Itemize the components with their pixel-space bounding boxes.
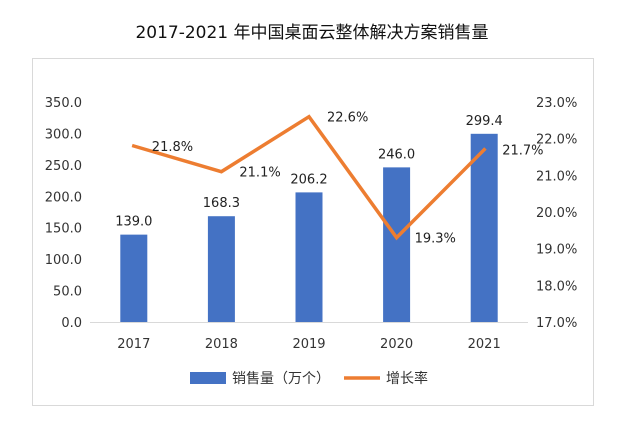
- bar: [207, 216, 235, 322]
- line-data-label: 21.8%: [152, 140, 193, 155]
- y-left-tick-label: 200.0: [45, 190, 82, 205]
- legend-bar-label: 销售量（万个）: [232, 371, 330, 387]
- bar-data-label: 299.4: [466, 114, 503, 129]
- bar: [120, 234, 148, 322]
- x-tick-label: 2018: [205, 337, 238, 352]
- x-tick-label: 2021: [468, 337, 501, 352]
- bar: [470, 133, 498, 322]
- bar: [295, 192, 323, 322]
- x-tick-label: 2019: [292, 337, 325, 352]
- line-data-label: 21.1%: [239, 166, 280, 181]
- y-left-tick-label: 250.0: [45, 159, 82, 174]
- bar-data-label: 206.2: [290, 172, 327, 187]
- y-left-tick-label: 350.0: [45, 96, 82, 111]
- y-left-tick-label: 0.0: [61, 316, 82, 331]
- legend-bar-swatch: [190, 372, 226, 384]
- y-right-tick-label: 20.0%: [536, 206, 577, 221]
- line-data-label: 22.6%: [327, 111, 368, 126]
- growth-rate-line: [131, 114, 487, 241]
- y-right-tick-label: 22.0%: [536, 133, 577, 148]
- y-right-tick-label: 21.0%: [536, 169, 577, 184]
- y-left-tick-label: 100.0: [45, 253, 82, 268]
- legend-line-label: 增长率: [386, 370, 428, 387]
- line-data-label: 21.7%: [502, 144, 543, 159]
- bar-data-label: 246.0: [378, 147, 415, 162]
- x-tick-label: 2020: [380, 337, 413, 352]
- y-right-tick-label: 23.0%: [536, 96, 577, 111]
- bar-data-label: 139.0: [115, 215, 152, 230]
- chart-title: 2017-2021 年中国桌面云整体解决方案销售量: [135, 23, 489, 43]
- y-left-tick-label: 300.0: [45, 127, 82, 142]
- y-right-tick-label: 18.0%: [536, 279, 577, 294]
- y-left-tick-label: 150.0: [45, 222, 82, 237]
- line-data-label: 19.3%: [415, 232, 456, 247]
- x-tick-label: 2017: [117, 337, 150, 352]
- bar-data-label: 168.3: [203, 196, 240, 211]
- y-right-tick-label: 19.0%: [536, 243, 577, 258]
- y-left-tick-label: 50.0: [53, 285, 82, 300]
- bar: [383, 167, 411, 322]
- y-right-tick-label: 17.0%: [536, 316, 577, 331]
